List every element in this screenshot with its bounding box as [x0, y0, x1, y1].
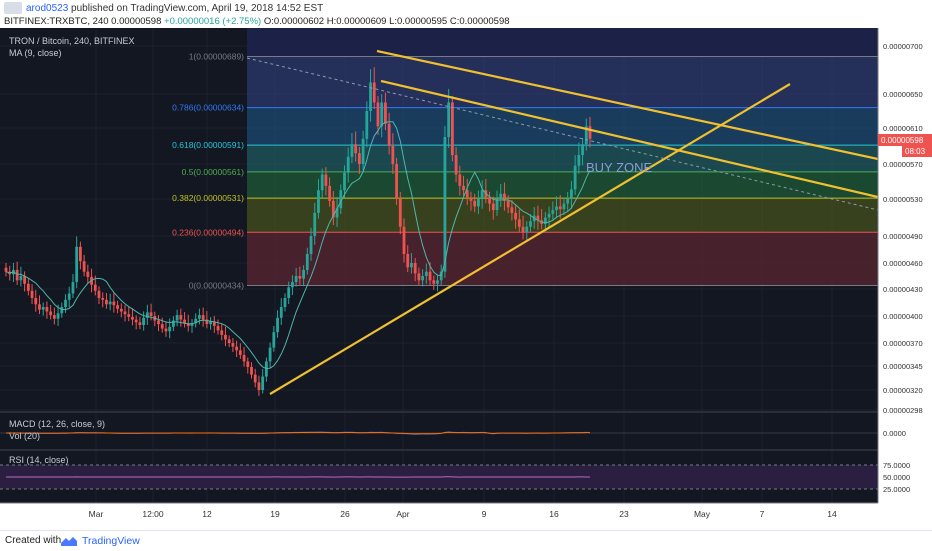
price-change: +0.00000016 (+2.75%) — [164, 16, 261, 27]
chart-header: arod0523 published on TradingView.com, A… — [0, 0, 932, 28]
rsi-tick-label: 25.0000 — [883, 485, 910, 494]
tradingview-logo-icon[interactable] — [60, 535, 78, 547]
close-value: C:0.00000598 — [450, 16, 510, 27]
rsi-tick-label: 75.0000 — [883, 461, 910, 470]
price-tick-label: 0.00000530 — [883, 195, 923, 204]
price-tick-label: 0.00000400 — [883, 312, 923, 321]
fib-zone — [247, 145, 878, 172]
fib-retracement[interactable]: 1(0.00000689) 0.786(0.00000634) 0.618(0.00… — [172, 28, 878, 291]
countdown-value: 08:03 — [905, 147, 926, 156]
fib-label-0.618: 0.618(0.00000591) — [172, 140, 244, 150]
ma-legend: MA (9, close) — [9, 48, 62, 58]
candle[interactable] — [451, 96, 454, 161]
author-link[interactable]: arod0523 — [26, 3, 68, 14]
time-tick-label: 16 — [549, 509, 559, 519]
time-tick-label: 19 — [270, 509, 280, 519]
chart-legend-title: TRON / Bitcoin, 240, BITFINEX — [9, 36, 135, 46]
time-tick-label: 9 — [482, 509, 487, 519]
fib-label-1: 1(0.00000689) — [189, 52, 244, 62]
publish-line: arod0523 published on TradingView.com, A… — [26, 3, 323, 14]
fib-top-zone — [247, 28, 878, 57]
price-tick-label: 0.00000570 — [883, 160, 923, 169]
fib-zone — [247, 232, 878, 285]
price-tick-label: 0.00000370 — [883, 339, 923, 348]
vol-legend: Vol (20) — [9, 431, 40, 441]
fib-label-0.5: 0.5(0.00000561) — [182, 167, 245, 177]
candle[interactable] — [395, 158, 398, 205]
time-axis-background — [0, 503, 932, 530]
time-tick-label: 26 — [340, 509, 350, 519]
price-tick-label: 0.00000490 — [883, 232, 923, 241]
time-tick-label: 12 — [202, 509, 212, 519]
rsi-legend: RSI (14, close) — [9, 455, 69, 465]
chart-canvas[interactable]: 1(0.00000689) 0.786(0.00000634) 0.618(0.00… — [0, 28, 932, 530]
price-tick-label: 0.00000430 — [883, 285, 923, 294]
published-text: published on TradingView.com, April 19, … — [71, 3, 323, 14]
price-tick-label: 0.00000298 — [883, 406, 923, 415]
time-tick-label: 23 — [619, 509, 629, 519]
price-tick-label: 0.00000700 — [883, 42, 923, 51]
high-value: H:0.00000609 — [327, 16, 387, 27]
author-avatar — [4, 2, 22, 14]
macd-tick-label: 0.0000 — [883, 429, 906, 438]
time-tick-label: Apr — [396, 509, 409, 519]
price-tick-label: 0.00000320 — [883, 386, 923, 395]
ohlc-line: BITFINEX:TRXBTC, 240 0.00000598 +0.00000… — [4, 16, 510, 27]
time-tick-label: 14 — [827, 509, 837, 519]
macd-legend: MACD (12, 26, close, 9) — [9, 419, 105, 429]
fib-label-0.786: 0.786(0.00000634) — [172, 103, 244, 113]
footer-created-with: Created with — [5, 535, 61, 546]
low-value: L:0.00000595 — [389, 16, 447, 27]
footer: Created with TradingView — [0, 530, 932, 551]
fib-label-0: 0(0.00000434) — [189, 281, 244, 291]
open-value: O:0.00000602 — [264, 16, 324, 27]
time-tick-label: May — [694, 509, 711, 519]
rsi-tick-label: 50.0000 — [883, 473, 910, 482]
price-tick-label: 0.00000650 — [883, 90, 923, 99]
symbol-label: BITFINEX:TRXBTC, 240 — [4, 16, 109, 27]
tradingview-link[interactable]: TradingView — [82, 535, 140, 547]
price-tick-label: 0.00000610 — [883, 124, 923, 133]
fib-label-0.382: 0.382(0.00000531) — [172, 193, 244, 203]
time-tick-label: 7 — [760, 509, 765, 519]
price-tick-label: 0.00000460 — [883, 259, 923, 268]
time-tick-label: Mar — [89, 509, 104, 519]
price-tick-label: 0.00000345 — [883, 362, 923, 371]
fib-label-0.236: 0.236(0.00000494) — [172, 227, 244, 237]
time-tick-label: 12:00 — [142, 509, 164, 519]
last-price: 0.00000598 — [111, 16, 161, 27]
price-tag-value: 0.00000598 — [881, 136, 924, 145]
fib-zone — [247, 57, 878, 108]
buy-zone-annotation[interactable]: BUY ZONE — [586, 160, 653, 175]
